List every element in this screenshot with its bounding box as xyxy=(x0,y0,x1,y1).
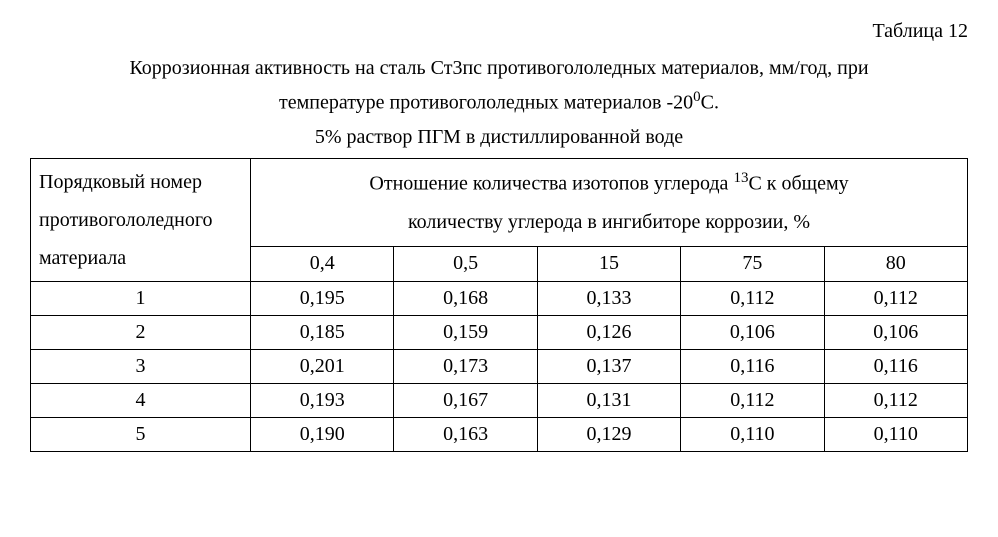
row-number: 1 xyxy=(31,281,251,315)
cell: 0,112 xyxy=(681,281,824,315)
column-header: 0,4 xyxy=(251,246,394,281)
cell: 0,137 xyxy=(537,349,680,383)
cell: 0,195 xyxy=(251,281,394,315)
row-header-line-1: Порядковый номер xyxy=(39,171,202,193)
cell: 0,110 xyxy=(824,417,967,451)
cell: 0,131 xyxy=(537,383,680,417)
table-label: Таблица 12 xyxy=(30,20,968,43)
caption-line-2b: С. xyxy=(701,92,719,114)
cell: 0,112 xyxy=(824,281,967,315)
row-header-line-3: материала xyxy=(39,247,126,269)
cell: 0,193 xyxy=(251,383,394,417)
cell: 0,112 xyxy=(681,383,824,417)
cell: 0,116 xyxy=(681,349,824,383)
cell: 0,163 xyxy=(394,417,537,451)
cell: 0,112 xyxy=(824,383,967,417)
cell: 0,116 xyxy=(824,349,967,383)
cell: 0,167 xyxy=(394,383,537,417)
group-header-a: Отношение количества изотопов углерода xyxy=(369,173,733,195)
column-header: 75 xyxy=(681,246,824,281)
cell: 0,133 xyxy=(537,281,680,315)
table-header-row-1: Порядковый номер противогололедного мате… xyxy=(31,158,968,246)
cell: 0,106 xyxy=(824,315,967,349)
caption-line-2a: температуре противогололедных материалов… xyxy=(279,92,693,114)
caption-degree-sup: 0 xyxy=(693,89,701,105)
table-row: 3 0,201 0,173 0,137 0,116 0,116 xyxy=(31,349,968,383)
table-row: 5 0,190 0,163 0,129 0,110 0,110 xyxy=(31,417,968,451)
cell: 0,190 xyxy=(251,417,394,451)
row-number: 5 xyxy=(31,417,251,451)
group-header-cell: Отношение количества изотопов углерода 1… xyxy=(251,158,968,246)
data-table: Порядковый номер противогололедного мате… xyxy=(30,158,968,452)
row-header-line-2: противогололедного xyxy=(39,209,213,231)
caption-line-3: 5% раствор ПГМ в дистиллированной воде xyxy=(315,126,683,148)
table-row: 4 0,193 0,167 0,131 0,112 0,112 xyxy=(31,383,968,417)
group-header-line-2: количеству углерода в ингибиторе коррози… xyxy=(408,211,810,233)
row-number: 3 xyxy=(31,349,251,383)
row-header-cell: Порядковый номер противогололедного мате… xyxy=(31,158,251,281)
cell: 0,106 xyxy=(681,315,824,349)
group-header-sup: 13 xyxy=(733,170,748,186)
table-row: 1 0,195 0,168 0,133 0,112 0,112 xyxy=(31,281,968,315)
column-header: 0,5 xyxy=(394,246,537,281)
cell: 0,168 xyxy=(394,281,537,315)
cell: 0,185 xyxy=(251,315,394,349)
cell: 0,110 xyxy=(681,417,824,451)
cell: 0,201 xyxy=(251,349,394,383)
column-header: 80 xyxy=(824,246,967,281)
cell: 0,129 xyxy=(537,417,680,451)
cell: 0,159 xyxy=(394,315,537,349)
table-row: 2 0,185 0,159 0,126 0,106 0,106 xyxy=(31,315,968,349)
table-caption: Коррозионная активность на сталь Ст3пс п… xyxy=(30,51,968,154)
row-number: 4 xyxy=(31,383,251,417)
group-header-b: С к общему xyxy=(748,173,848,195)
column-header: 15 xyxy=(537,246,680,281)
cell: 0,126 xyxy=(537,315,680,349)
row-number: 2 xyxy=(31,315,251,349)
caption-line-1: Коррозионная активность на сталь Ст3пс п… xyxy=(129,57,868,79)
cell: 0,173 xyxy=(394,349,537,383)
